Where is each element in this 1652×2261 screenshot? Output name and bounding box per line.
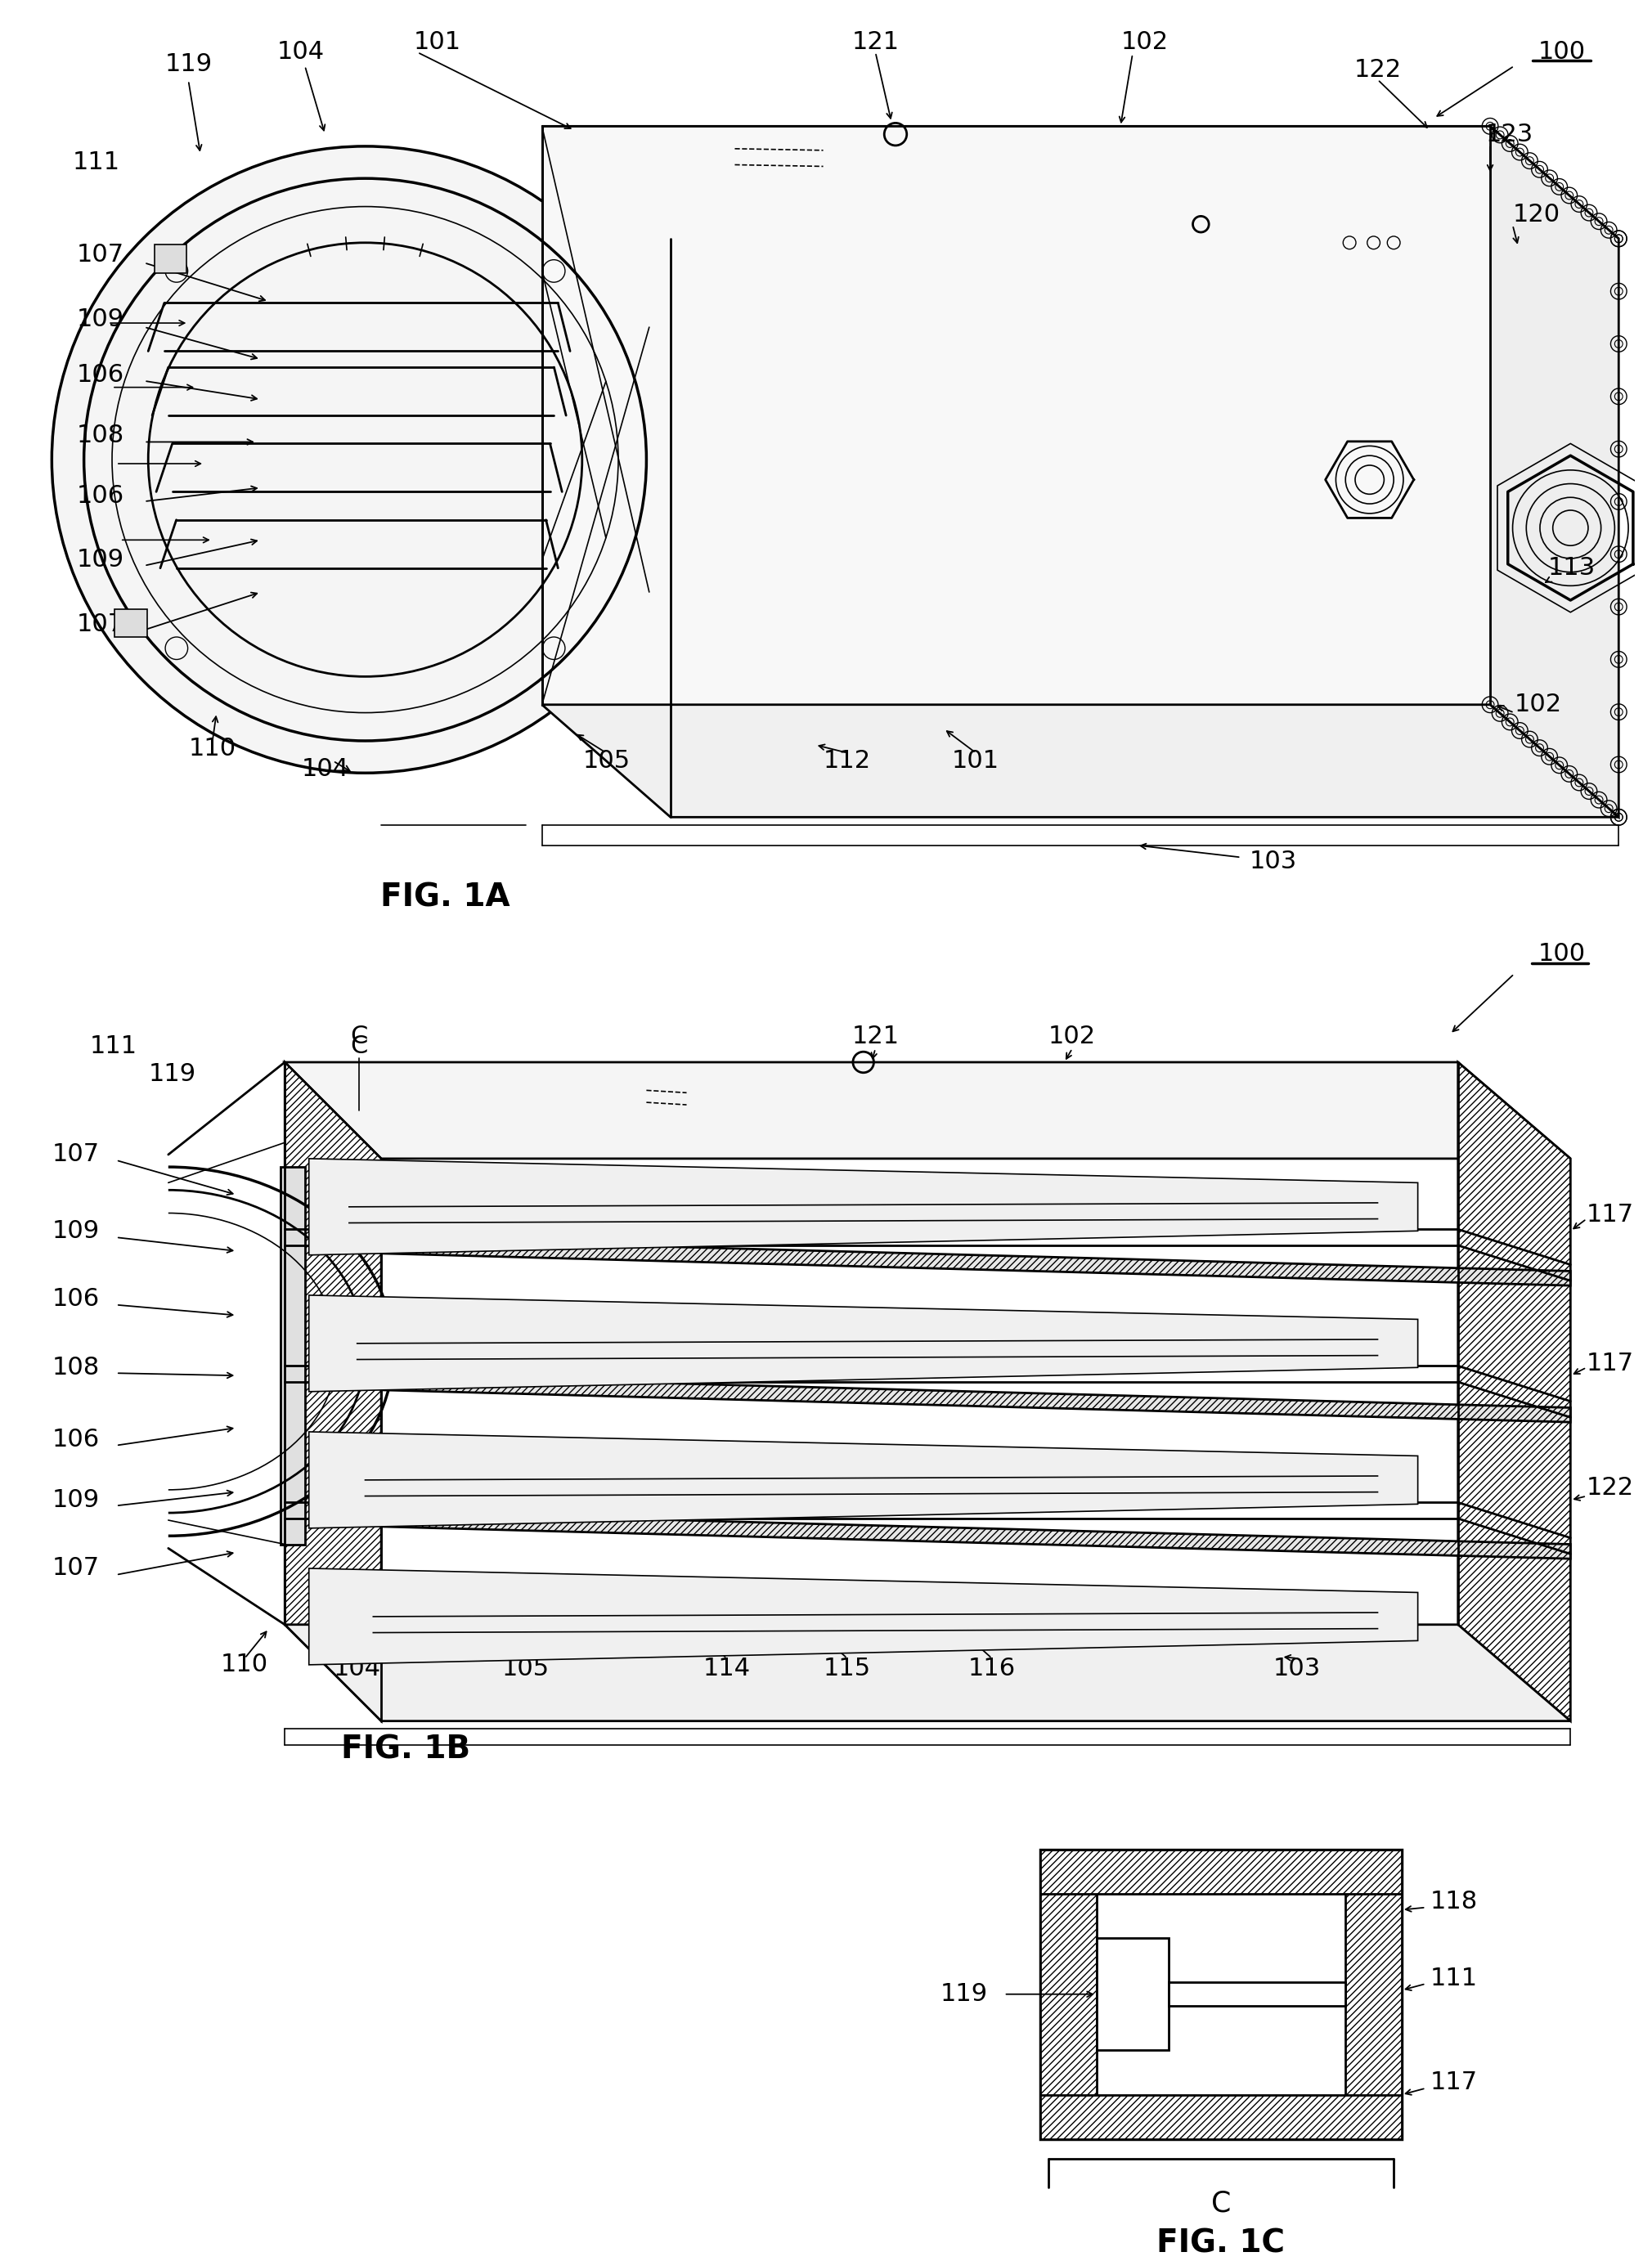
Text: FIG. 1C: FIG. 1C [1156, 2227, 1285, 2259]
Text: 107: 107 [53, 1556, 101, 1580]
Text: 109: 109 [76, 547, 124, 572]
Polygon shape [309, 1158, 1417, 1255]
Text: 108: 108 [53, 1357, 101, 1379]
Text: 103: 103 [1249, 850, 1297, 873]
Text: 100: 100 [1538, 943, 1586, 965]
Text: 106: 106 [76, 484, 124, 509]
Text: 115: 115 [824, 1657, 871, 1680]
Polygon shape [114, 608, 147, 638]
Text: C: C [1211, 2189, 1231, 2218]
Text: 109: 109 [76, 307, 124, 330]
Text: 102: 102 [1120, 29, 1168, 54]
Text: 107: 107 [76, 242, 124, 267]
Text: 111: 111 [73, 151, 119, 174]
Text: 121: 121 [852, 29, 899, 54]
Bar [1041, 1849, 1097, 2139]
Polygon shape [382, 1513, 1571, 1558]
Text: 104: 104 [334, 1657, 382, 1680]
Polygon shape [309, 1296, 1417, 1391]
Text: 110: 110 [188, 737, 236, 760]
Text: 108: 108 [76, 423, 124, 448]
Polygon shape [309, 1569, 1417, 1664]
Text: 102: 102 [1515, 692, 1561, 717]
Text: 120: 120 [1513, 203, 1559, 226]
Polygon shape [542, 127, 1490, 705]
Text: C: C [350, 1024, 367, 1049]
Text: 109: 109 [53, 1219, 101, 1244]
Text: 122: 122 [1586, 1476, 1634, 1499]
Text: 123: 123 [1487, 122, 1533, 147]
Polygon shape [542, 705, 1619, 816]
Text: 100: 100 [1538, 41, 1586, 63]
Polygon shape [1459, 1063, 1571, 1721]
Text: 107: 107 [76, 613, 124, 635]
Text: FIG. 1A: FIG. 1A [380, 882, 510, 913]
Text: 117: 117 [1431, 2071, 1477, 2094]
Text: 112: 112 [824, 748, 871, 773]
Text: 110: 110 [221, 1653, 268, 1678]
Text: 117: 117 [1586, 1203, 1634, 1228]
Text: 101: 101 [413, 29, 461, 54]
Polygon shape [284, 1063, 1571, 1158]
Bar [1041, 1849, 1403, 2139]
Text: 114: 114 [704, 1657, 750, 1680]
Text: 111: 111 [1431, 1967, 1477, 1990]
Polygon shape [382, 1375, 1571, 1422]
Text: 119: 119 [149, 1063, 197, 1085]
Text: FIG. 1B: FIG. 1B [340, 1734, 471, 1764]
Text: 105: 105 [502, 1657, 550, 1680]
Bar [1041, 2094, 1403, 2139]
Text: 119: 119 [940, 1983, 988, 2006]
Polygon shape [284, 1626, 1571, 1721]
Text: 113: 113 [1548, 556, 1596, 579]
Bar [1168, 1983, 1345, 2006]
Bar [1097, 1938, 1168, 2051]
Text: 122: 122 [1355, 59, 1401, 81]
Text: 104: 104 [301, 757, 349, 780]
Text: 105: 105 [583, 748, 629, 773]
Text: 101: 101 [952, 748, 999, 773]
Text: 106: 106 [76, 364, 124, 387]
Text: 121: 121 [852, 1024, 899, 1049]
Text: 102: 102 [1049, 1024, 1095, 1049]
Text: C: C [350, 1033, 367, 1058]
Text: 111: 111 [89, 1033, 137, 1058]
Circle shape [51, 147, 679, 773]
Bar [1345, 1849, 1403, 2139]
Polygon shape [382, 1239, 1571, 1287]
Text: 103: 103 [1274, 1657, 1322, 1680]
Polygon shape [309, 1431, 1417, 1528]
Text: 106: 106 [53, 1287, 101, 1311]
Text: 104: 104 [278, 41, 325, 63]
Polygon shape [1490, 127, 1619, 816]
Text: 106: 106 [53, 1429, 101, 1452]
Bar [1041, 1849, 1403, 1895]
Text: 118: 118 [1431, 1890, 1477, 1913]
Text: 117: 117 [1586, 1352, 1634, 1375]
Text: 119: 119 [165, 52, 211, 77]
Text: 109: 109 [53, 1488, 101, 1513]
Polygon shape [284, 1063, 382, 1721]
Polygon shape [154, 244, 187, 274]
Text: 107: 107 [53, 1142, 101, 1167]
Text: 116: 116 [968, 1657, 1016, 1680]
Polygon shape [542, 127, 1619, 240]
Polygon shape [281, 1167, 306, 1544]
